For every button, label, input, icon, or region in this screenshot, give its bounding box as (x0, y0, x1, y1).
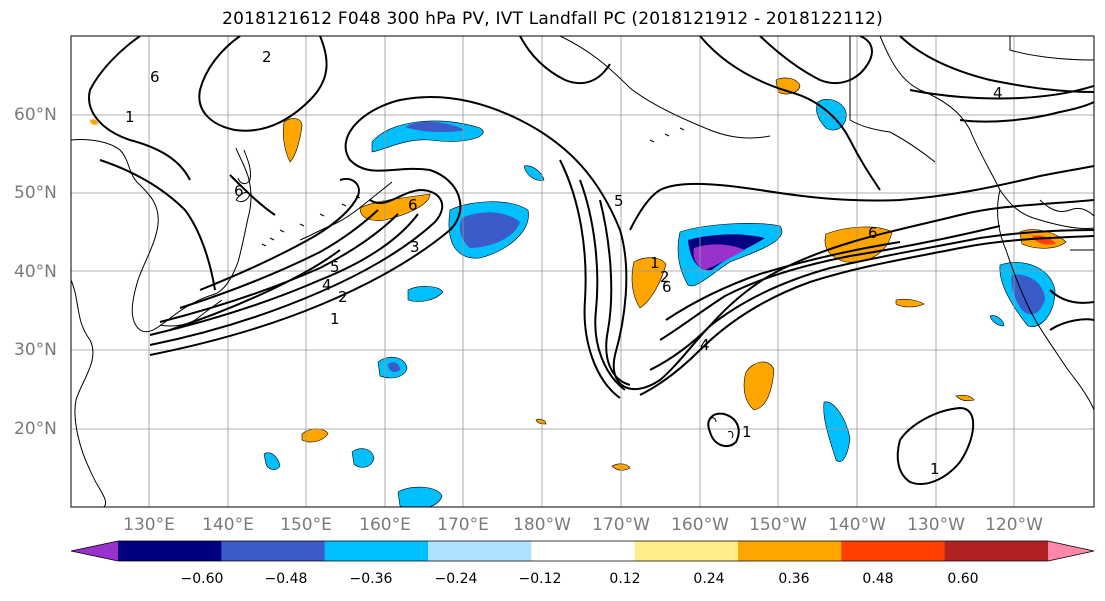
colorbar-tick-label: −0.60 (180, 571, 224, 587)
colorbar-cell (221, 541, 326, 561)
lon-label: 170°E (437, 515, 489, 535)
contour-label: 2 (660, 268, 670, 286)
lon-label: 140°W (828, 515, 886, 535)
colorbar-cell (738, 541, 842, 561)
contour-label: 4 (993, 84, 1003, 102)
colorbar-tick-label: −0.12 (518, 571, 562, 587)
contour-label: 3 (410, 238, 420, 256)
contour-label: 1 (930, 460, 940, 478)
contour-label: 5 (330, 258, 340, 276)
contour-label: 1 (742, 423, 752, 441)
lon-label: 180°W (513, 515, 571, 535)
colorbar-tick-label: 0.12 (609, 571, 641, 587)
contour-label: 4 (322, 276, 332, 294)
colorbar-tick-label: −0.36 (349, 571, 393, 587)
lat-label: 30°N (14, 340, 57, 360)
contour-label: 1 (650, 254, 660, 272)
contour-labels: 6 2 1 6 6 3 5 4 2 1 1 2 6 5 4 6 1 4 1 (125, 48, 1003, 478)
colorbar-tick-label: −0.24 (434, 571, 478, 587)
pv-contours (88, 36, 1094, 485)
lon-label: 150°E (280, 515, 332, 535)
lon-label: 120°W (985, 515, 1043, 535)
colorbar-tick-label: −0.48 (264, 571, 308, 587)
colorbar-cell (841, 541, 946, 561)
lat-label: 40°N (14, 262, 57, 282)
lon-label: 130°E (123, 515, 175, 535)
contour-label: 6 (408, 196, 418, 214)
colorbar-cell (944, 541, 1049, 561)
contour-label: 6 (150, 68, 160, 86)
colorbar-cell (634, 541, 739, 561)
colorbar-tick-label: 0.60 (947, 571, 979, 587)
lon-label: 130°W (907, 515, 965, 535)
graticule (71, 36, 1094, 507)
contour-label: 1 (330, 310, 340, 328)
lon-label: 170°W (592, 515, 650, 535)
colorbar-extension-low (71, 541, 118, 561)
colorbar-outline (70, 540, 1095, 562)
ivt-positive-shading (90, 77, 1067, 471)
colorbar-extension-high (1048, 541, 1094, 561)
plot-title: 2018121612 F048 300 hPa PV, IVT Landfall… (222, 9, 883, 29)
lon-label: 160°E (359, 515, 411, 535)
contour-label: 1 (125, 108, 135, 126)
contour-label: 6 (868, 224, 878, 242)
coastlines (71, 36, 1094, 507)
lon-label: 140°E (202, 515, 254, 535)
colorbar-cell (531, 541, 636, 561)
lat-label: 20°N (14, 419, 57, 439)
colorbar-tick-label: 0.48 (862, 571, 894, 587)
lon-label: 150°W (749, 515, 807, 535)
colorbar-cell (118, 541, 222, 561)
colorbar-cell (324, 541, 429, 561)
contour-label: 6 (234, 182, 244, 200)
colorbar-cell (428, 541, 532, 561)
contour-label: 2 (262, 48, 272, 66)
lat-label: 60°N (14, 105, 57, 125)
contour-label: 2 (338, 288, 348, 306)
contour-label: 4 (700, 336, 710, 354)
contour-label: 6 (662, 278, 672, 296)
contour-label: 5 (614, 192, 624, 210)
lat-label: 50°N (14, 183, 57, 203)
colorbar-tick-label: 0.36 (778, 571, 810, 587)
colorbar-tick-label: 0.24 (693, 571, 725, 587)
lon-label: 160°W (671, 515, 729, 535)
